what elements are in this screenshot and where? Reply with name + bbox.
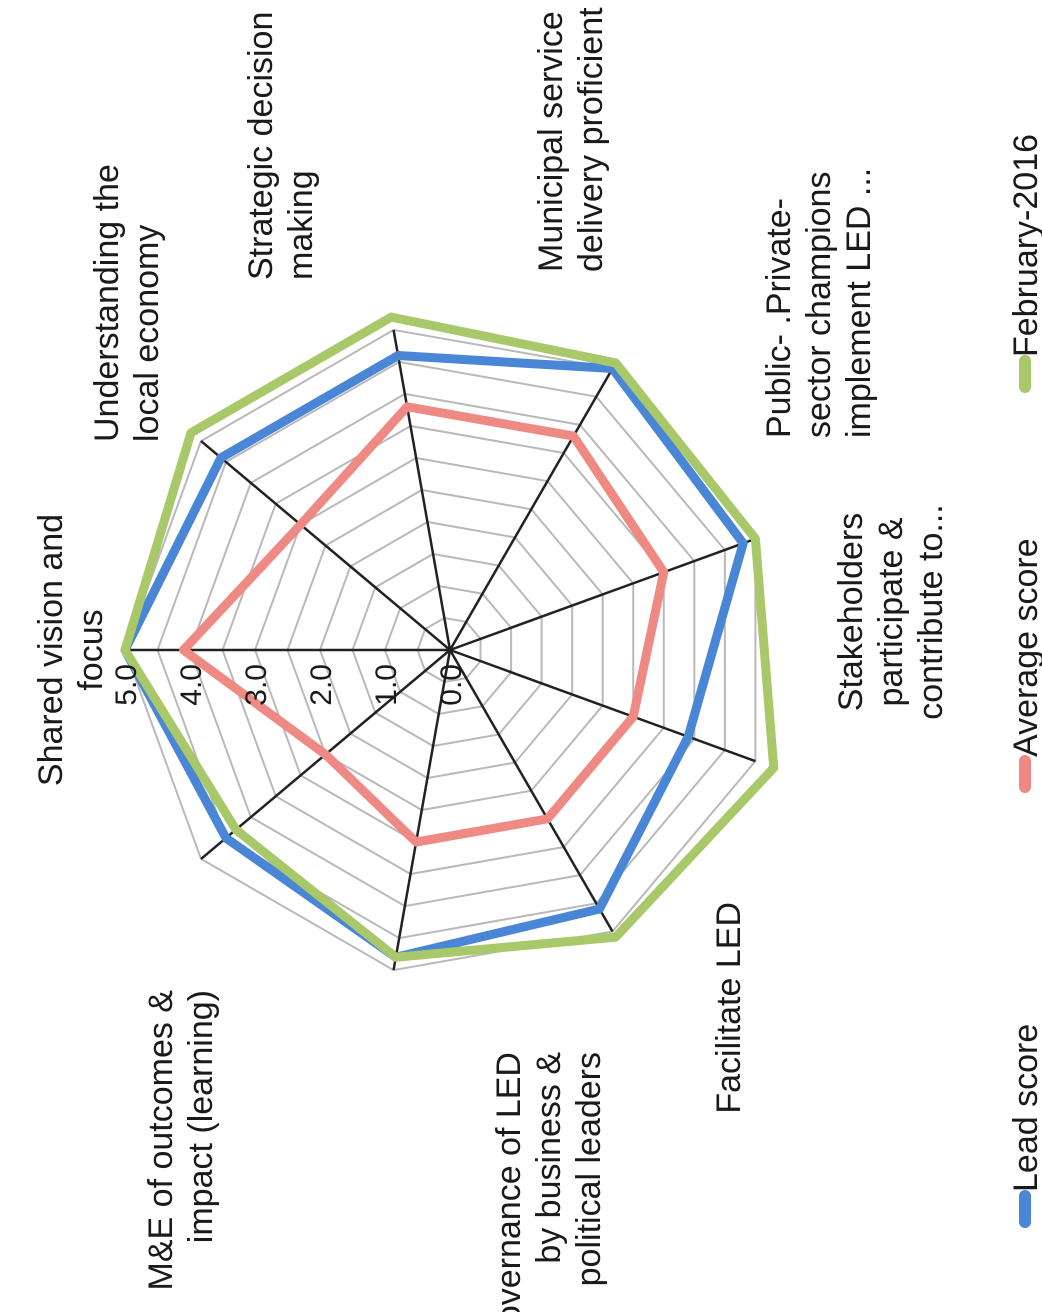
grid-ring	[318, 520, 574, 780]
grid-ring	[221, 424, 665, 876]
category-label: Stakeholdersparticipate &contribute to..…	[832, 504, 950, 719]
series-line-2	[179, 402, 669, 847]
category-label-line: Stakeholders	[832, 513, 870, 711]
grid-ring	[351, 552, 543, 748]
category-label-line: political leaders	[570, 1052, 608, 1286]
radar-spoke	[449, 537, 756, 652]
grid-ring	[188, 392, 696, 908]
category-label-line: M&E of outcomes &	[142, 990, 180, 1291]
category-label: Shared vision andfocus	[32, 514, 110, 786]
category-label-line: Strategic decision	[242, 12, 280, 280]
category-label-line: by business &	[530, 1052, 568, 1264]
tick-label: 4.0	[175, 664, 208, 706]
radar-spoke	[392, 329, 452, 651]
tick-label: 0.0	[435, 664, 468, 706]
grid-ring	[416, 616, 482, 684]
category-label: M&E of outcomes &impact (learning)	[142, 990, 220, 1291]
grid-ring	[253, 456, 635, 844]
series-line-3	[120, 312, 779, 962]
category-label-line: delivery proficient	[572, 7, 610, 272]
rotated-chart-group: 0.0 1.0 2.0 3.0 4.0 5.0 Shared vision andfocu…	[32, 7, 1042, 1312]
category-label-line: Shared vision and	[32, 514, 70, 786]
category-label-line: Public- .Private-	[760, 198, 798, 438]
category-label-line: Understanding the	[88, 164, 126, 442]
category-label: Strategic decisionmaking	[242, 12, 320, 280]
radar-spoke	[449, 648, 756, 763]
grid-ring	[286, 488, 604, 812]
radar-tick-labels: 0.0 1.0 2.0 3.0 4.0 5.0	[110, 664, 468, 706]
legend-label-2: Average score	[1007, 538, 1042, 757]
category-label-line: Governance of LED	[490, 1052, 528, 1312]
tick-label: 2.0	[305, 664, 338, 706]
category-label-line: implement LED ...	[840, 168, 878, 438]
category-label-line: contribute to...	[912, 504, 950, 719]
category-label-line: making	[282, 170, 320, 280]
radar-series	[120, 312, 779, 962]
radar-spoke	[448, 649, 614, 933]
series-line-1	[120, 351, 748, 962]
grid-ring	[123, 328, 757, 972]
category-label-line: impact (learning)	[182, 990, 220, 1243]
radar-category-labels: Shared vision andfocus Understanding thel…	[32, 7, 950, 1312]
radar-spoke	[200, 440, 451, 651]
category-label-line: Municipal service	[532, 11, 570, 272]
category-label: Understanding thelocal economy	[88, 164, 166, 442]
radar-spoke	[448, 367, 614, 651]
category-label: Public- .Private-sector championsimpleme…	[760, 168, 878, 438]
grid-ring	[383, 584, 513, 716]
chart-legend: Lead score Average score February-2016	[1007, 134, 1042, 1228]
category-label-line: sector champions	[800, 172, 838, 438]
category-label-line: Facilitate LED	[710, 902, 748, 1114]
legend-label-3: February-2016	[1007, 134, 1042, 357]
tick-label: 3.0	[240, 664, 273, 706]
legend-label-1: Lead score	[1007, 1024, 1042, 1192]
radar-spokes	[125, 329, 756, 971]
category-label-line: local economy	[128, 225, 166, 442]
category-label: Municipal servicedelivery proficient	[532, 7, 610, 272]
category-label: Governance of LEDby business &political …	[490, 1052, 608, 1312]
category-label-line: participate &	[872, 517, 910, 706]
tick-label: 5.0	[110, 664, 143, 706]
category-label: Facilitate LED	[710, 902, 748, 1114]
radar-spoke	[392, 649, 452, 971]
tick-label: 1.0	[370, 664, 403, 706]
category-label-line: focus	[72, 609, 110, 690]
